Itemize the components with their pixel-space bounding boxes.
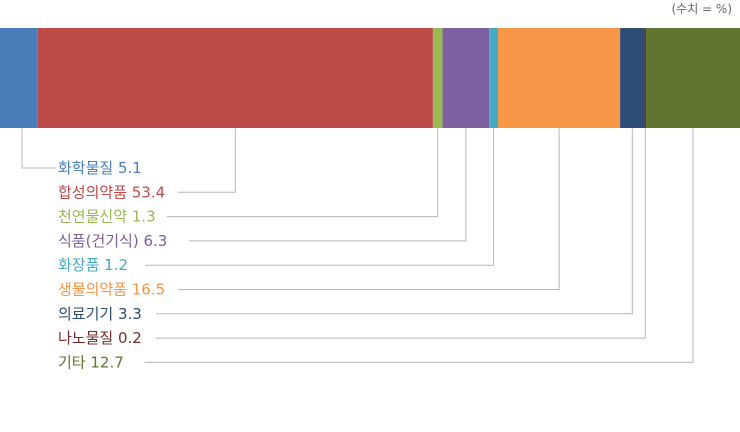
- segment-label-9: 기타 12.7: [58, 353, 124, 371]
- bar-segment-9: [646, 28, 740, 128]
- bar-segment-7: [620, 28, 645, 128]
- bar-segment-4: [442, 28, 490, 128]
- bar-segment-6: [498, 28, 621, 128]
- bar-segment-8: [644, 28, 647, 128]
- bar-segment-1: [0, 28, 38, 128]
- leader-line-6: [178, 128, 560, 290]
- leader-line-1: [21, 128, 56, 169]
- segment-label-8: 나노물질 0.2: [58, 329, 142, 347]
- segment-label-1: 화학물질 5.1: [58, 159, 142, 177]
- bar-segment-5: [489, 28, 499, 128]
- segment-label-3: 천연물신약 1.3: [58, 208, 156, 226]
- leader-line-7: [156, 128, 633, 315]
- leader-line-5: [145, 128, 495, 266]
- leader-line-4: [189, 128, 467, 242]
- leader-line-2: [178, 128, 236, 193]
- segment-label-6: 생물의약품 16.5: [58, 281, 165, 299]
- segment-label-7: 의료기기 3.3: [58, 305, 142, 323]
- leader-line-3: [167, 128, 439, 218]
- segment-label-2: 합성의약품 53.4: [58, 183, 165, 201]
- unit-note: (수치 = %): [671, 2, 732, 16]
- leader-line-9: [145, 128, 694, 363]
- bar-segment-3: [432, 28, 443, 128]
- leader-line-8: [156, 128, 646, 339]
- bar-segment-2: [37, 28, 433, 128]
- segment-label-4: 식품(건기식) 6.3: [58, 232, 167, 250]
- segment-label-5: 화장품 1.2: [58, 256, 128, 274]
